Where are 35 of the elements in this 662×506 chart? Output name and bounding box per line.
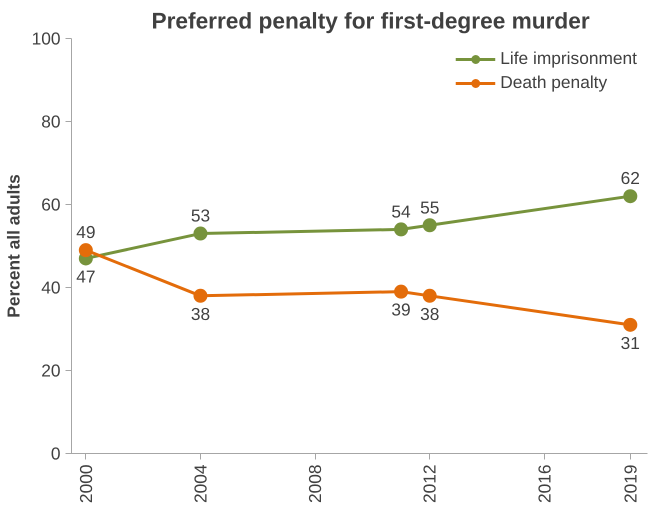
point — [394, 284, 408, 299]
y-tick-label: 40 — [41, 278, 61, 298]
point — [193, 226, 208, 241]
point — [422, 218, 437, 232]
x-tick-label: 2004 — [190, 464, 210, 504]
y-tick-label: 20 — [41, 360, 61, 380]
point — [193, 288, 208, 303]
data-label: 39 — [391, 300, 411, 320]
data-label: 54 — [391, 201, 412, 222]
data-label: 55 — [420, 197, 440, 218]
y-tick-label: 60 — [41, 194, 61, 214]
x-tick-label: 2016 — [534, 464, 554, 504]
data-label: 62 — [620, 168, 640, 188]
legend-label: Life imprisonment — [500, 48, 637, 69]
data-label: 38 — [420, 304, 440, 324]
data-label: 38 — [190, 304, 210, 324]
x-tick-label: 2019 — [620, 464, 640, 504]
point — [78, 243, 93, 258]
y-axis-title: Percent all adults — [4, 174, 24, 318]
point — [623, 189, 638, 204]
data-label: 49 — [76, 222, 96, 242]
x-tick-label: 2008 — [305, 464, 326, 504]
data-label: 47 — [76, 266, 96, 286]
point — [422, 288, 437, 303]
chart-title: Preferred penalty for first-degree murder — [152, 8, 590, 34]
y-tick-label: 80 — [41, 112, 61, 132]
point — [623, 318, 638, 332]
point — [394, 222, 408, 236]
data-label: 53 — [190, 206, 210, 226]
x-tick-label: 2012 — [420, 464, 440, 504]
data-label: 31 — [620, 332, 640, 353]
legend-label: Death penalty — [500, 72, 608, 93]
y-tick-label: 0 — [50, 444, 61, 464]
y-tick-label: 100 — [32, 28, 61, 48]
x-tick-label: 2000 — [76, 464, 96, 504]
